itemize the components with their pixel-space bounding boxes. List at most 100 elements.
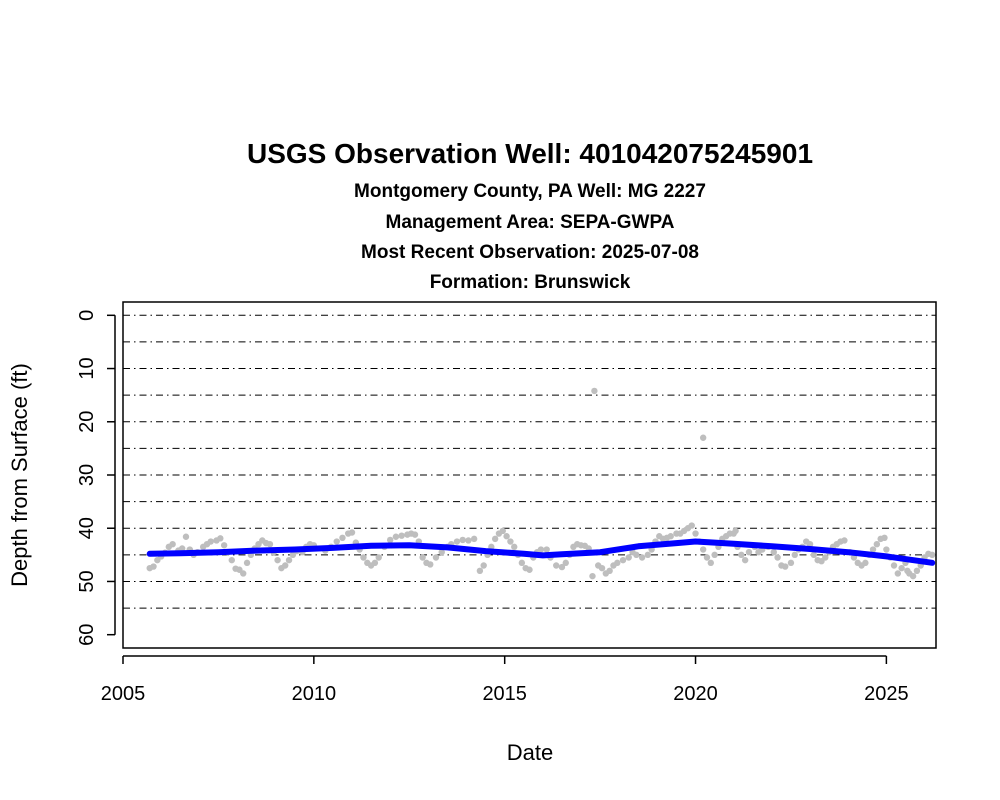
observation-point bbox=[692, 530, 699, 537]
observation-point bbox=[266, 541, 274, 548]
observation-point bbox=[438, 548, 445, 556]
observation-point bbox=[480, 562, 487, 569]
observation-point bbox=[282, 562, 289, 569]
observation-point bbox=[558, 563, 566, 571]
plot-frame bbox=[122, 301, 937, 649]
observation-point bbox=[806, 541, 814, 548]
observation-point bbox=[217, 535, 224, 542]
y-tick-label: 20 bbox=[76, 411, 98, 433]
observation-point bbox=[398, 532, 405, 539]
subtitle-line-1: Montgomery County, PA Well: MG 2227 bbox=[354, 181, 706, 202]
observation-point bbox=[774, 554, 781, 561]
observation-point bbox=[688, 522, 695, 529]
observation-point bbox=[589, 572, 596, 580]
observation-point bbox=[427, 561, 434, 568]
observation-point bbox=[453, 538, 461, 545]
observation-point bbox=[518, 559, 526, 567]
observation-point bbox=[869, 546, 877, 553]
observation-point bbox=[791, 551, 798, 559]
observation-point bbox=[562, 559, 569, 567]
observation-point bbox=[862, 559, 869, 567]
observation-point bbox=[333, 538, 340, 545]
observation-point bbox=[591, 387, 598, 395]
observation-point bbox=[810, 551, 818, 559]
observation-point bbox=[465, 537, 472, 544]
observation-point bbox=[614, 559, 621, 567]
observation-point bbox=[732, 527, 739, 535]
subtitle-line-2: Management Area: SEPA-GWPA bbox=[386, 212, 675, 233]
observation-point bbox=[386, 536, 394, 544]
observation-point bbox=[738, 551, 745, 559]
observation-point bbox=[699, 546, 707, 553]
observation-point bbox=[822, 554, 829, 561]
observation-point bbox=[881, 534, 888, 542]
y-tick-label: 10 bbox=[76, 357, 98, 379]
observation-point bbox=[909, 572, 917, 580]
observation-point bbox=[770, 548, 777, 556]
observation-point bbox=[873, 541, 881, 548]
observation-point bbox=[459, 536, 466, 544]
observation-points bbox=[146, 387, 936, 580]
observation-point bbox=[371, 559, 379, 567]
y-tick-label: 0 bbox=[76, 310, 98, 321]
y-axis: 0 10 20 30 40 50 60 bbox=[76, 310, 116, 646]
observation-point bbox=[419, 554, 426, 561]
observation-point bbox=[644, 551, 652, 559]
x-axis: 2005 2010 2015 2020 2025 bbox=[101, 655, 909, 705]
x-tick-label: 2005 bbox=[101, 683, 146, 705]
observation-point bbox=[182, 533, 190, 540]
observation-point bbox=[633, 551, 640, 559]
observation-point bbox=[150, 563, 157, 570]
observation-point bbox=[537, 546, 545, 553]
observation-point bbox=[782, 563, 789, 570]
observation-point bbox=[243, 559, 251, 567]
observation-point bbox=[913, 567, 921, 575]
observation-point bbox=[476, 567, 484, 575]
observation-point bbox=[553, 562, 560, 569]
subtitle-line-3: Most Recent Observation: 2025-07-08 bbox=[361, 242, 699, 263]
observation-point bbox=[507, 538, 514, 545]
observation-point bbox=[894, 570, 902, 577]
trend-line bbox=[146, 538, 936, 566]
observation-point bbox=[220, 542, 228, 549]
x-tick-label: 2025 bbox=[864, 683, 909, 705]
observation-point bbox=[432, 554, 440, 561]
x-tick-label: 2015 bbox=[482, 683, 527, 705]
y-axis-label: Depth from Surface (ft) bbox=[7, 363, 32, 587]
chart-title: USGS Observation Well: 401042075245901 bbox=[247, 138, 813, 169]
observation-point bbox=[625, 554, 632, 561]
observation-point bbox=[499, 527, 506, 535]
x-tick-label: 2010 bbox=[292, 683, 337, 705]
observation-point bbox=[543, 546, 550, 553]
horizontal-grid bbox=[123, 314, 936, 609]
y-tick-label: 50 bbox=[76, 570, 98, 592]
observation-point bbox=[703, 554, 711, 561]
x-axis-label: Date bbox=[507, 740, 553, 765]
observation-point bbox=[228, 556, 235, 564]
y-tick-label: 30 bbox=[76, 464, 98, 486]
subtitle-line-4: Formation: Brunswick bbox=[430, 272, 631, 293]
observation-point bbox=[741, 556, 749, 564]
observation-point bbox=[285, 556, 293, 564]
observation-point bbox=[411, 531, 419, 538]
y-tick-label: 60 bbox=[76, 624, 98, 646]
observation-point bbox=[274, 556, 281, 564]
observation-point bbox=[503, 533, 510, 540]
y-tick-label: 40 bbox=[76, 517, 98, 539]
observation-point bbox=[339, 534, 346, 542]
observation-point bbox=[598, 564, 606, 572]
observation-point bbox=[606, 567, 613, 575]
observation-point bbox=[491, 535, 499, 543]
observation-point bbox=[470, 535, 478, 543]
observation-point bbox=[207, 538, 214, 545]
observation-point bbox=[928, 551, 936, 559]
x-tick-label: 2020 bbox=[673, 683, 718, 705]
observation-point bbox=[667, 533, 674, 540]
trend-series bbox=[146, 538, 936, 566]
observation-point bbox=[707, 559, 715, 567]
observation-point bbox=[711, 551, 718, 559]
observation-point bbox=[169, 541, 176, 548]
observation-point bbox=[841, 537, 848, 544]
observation-point bbox=[619, 556, 627, 564]
